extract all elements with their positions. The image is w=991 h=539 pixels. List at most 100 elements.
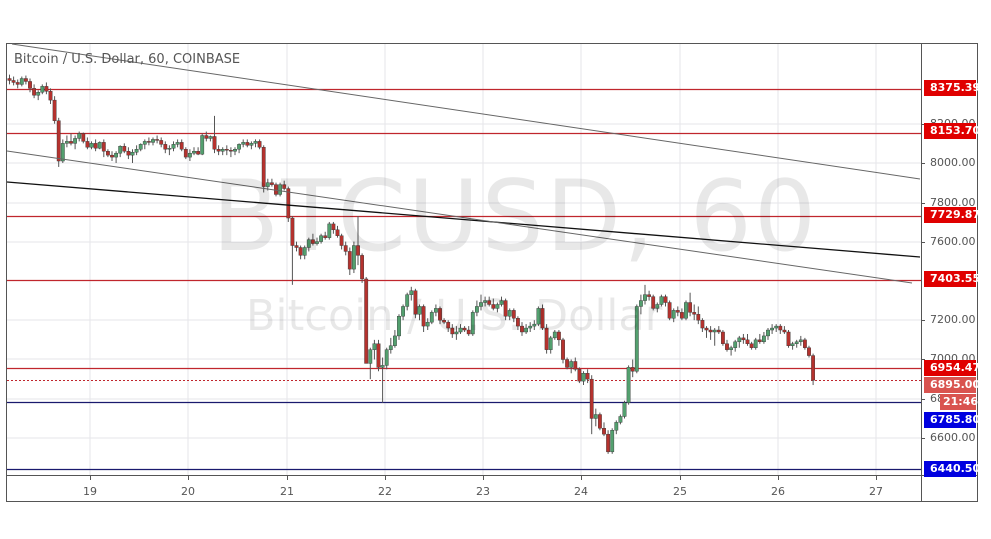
candle-down	[696, 314, 701, 321]
level-label-6785: 6785.80	[924, 412, 980, 428]
candle-down	[573, 361, 578, 370]
candle-down	[503, 300, 508, 317]
candle-down	[204, 135, 209, 139]
candle-down	[294, 245, 299, 248]
candle-down	[704, 327, 709, 331]
candle-down	[228, 150, 233, 152]
candle-down	[544, 327, 549, 350]
candle-up	[73, 138, 78, 144]
candle-up	[241, 142, 246, 145]
candle-down	[565, 359, 570, 368]
candle-down	[7, 78, 12, 81]
candle-down	[540, 308, 545, 329]
price-tick-label: 6600.00	[930, 431, 976, 444]
candle-down	[32, 88, 37, 96]
level-label-8375: 8375.39	[924, 80, 980, 96]
candle-down	[557, 331, 561, 341]
candle-up	[397, 316, 401, 337]
candle-down	[598, 414, 602, 429]
candle-up	[19, 78, 24, 85]
candle-down	[491, 304, 496, 309]
candle-up	[220, 149, 225, 152]
chart-title: Bitcoin / U.S. Dollar, 60, COINBASE	[14, 52, 241, 67]
candle-up	[643, 294, 647, 301]
candle-up	[393, 335, 397, 346]
candle-down	[757, 339, 762, 343]
candle-down	[257, 141, 262, 148]
candle-up	[774, 325, 779, 329]
candle-down	[692, 312, 697, 315]
candle-up	[208, 136, 213, 139]
candle-down	[778, 325, 783, 331]
bar-countdown-label: 21:46	[940, 394, 978, 410]
candle-down	[196, 151, 200, 155]
level-label-7403: 7403.55	[924, 271, 980, 287]
candle-down	[561, 339, 565, 360]
candle-down	[163, 144, 168, 150]
candle-up	[548, 337, 553, 350]
candle-up	[233, 149, 237, 152]
candle-up	[77, 133, 82, 139]
candle-down	[700, 320, 705, 329]
candle-up	[794, 341, 799, 344]
candle-up	[470, 312, 475, 335]
time-tick-label: 19	[83, 485, 97, 498]
candle-down	[24, 78, 28, 82]
candle-up	[368, 349, 373, 364]
candle-down	[159, 140, 164, 145]
candle-up	[618, 416, 623, 423]
candle-down	[335, 229, 340, 236]
candle-down	[261, 147, 266, 187]
candle-up	[167, 148, 172, 150]
candle-down	[105, 151, 110, 156]
candle-down	[511, 310, 516, 319]
price-tick-label: 7600.00	[930, 235, 976, 248]
price-tick-label: 7800.00	[930, 196, 976, 209]
candle-down	[110, 154, 114, 158]
candle-up	[114, 152, 119, 158]
candle-up	[671, 310, 676, 319]
trendline-upper-descending	[11, 43, 921, 180]
candle-down	[290, 217, 295, 246]
candle-up	[610, 430, 615, 453]
candle-up	[483, 300, 487, 303]
candle-down	[183, 149, 188, 158]
chart-frame[interactable]	[6, 43, 978, 502]
candle-up	[89, 143, 94, 148]
candle-up	[552, 331, 557, 339]
candle-up	[762, 335, 766, 343]
candle-up	[639, 300, 643, 307]
candle-up	[614, 422, 619, 431]
candle-down	[343, 245, 348, 252]
candle-down	[741, 337, 746, 341]
candle-up	[634, 306, 639, 372]
candle-up	[138, 144, 143, 150]
candle-up	[458, 327, 463, 333]
candle-down	[155, 139, 159, 141]
candle-down	[413, 290, 418, 315]
candle-up	[200, 135, 205, 155]
candle-down	[716, 329, 721, 333]
candle-up	[753, 339, 758, 348]
candle-down	[339, 235, 344, 246]
candle-down	[651, 296, 656, 309]
candle-up	[790, 343, 795, 346]
candle-up	[187, 152, 192, 158]
candle-down	[81, 133, 86, 142]
candle-up	[684, 302, 688, 319]
watermark-description: Bitcoin / U.S. Dollar	[246, 291, 663, 341]
candle-down	[807, 347, 811, 356]
candle-up	[532, 323, 537, 327]
candle-up	[729, 347, 734, 350]
price-tick-label: 7200.00	[930, 313, 976, 326]
candle-down	[311, 239, 315, 244]
candle-up	[171, 144, 176, 149]
candle-down	[93, 143, 98, 149]
candle-up	[315, 241, 319, 244]
time-tick-label: 25	[673, 485, 687, 498]
time-tick-label: 27	[869, 485, 883, 498]
candle-down	[282, 184, 287, 189]
time-tick-label: 21	[280, 485, 294, 498]
candle-down	[11, 80, 16, 83]
